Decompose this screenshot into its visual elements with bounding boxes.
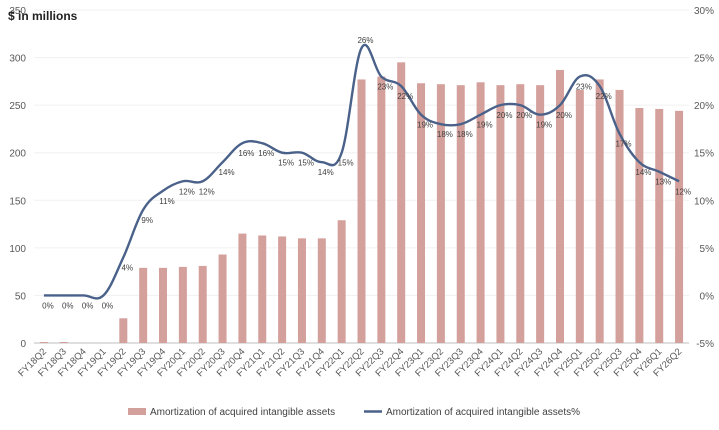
bar-FY25Q3 (615, 89, 624, 343)
line-data-label: 22% (596, 92, 612, 101)
y-axis-unit-label: $ in millions (8, 9, 78, 23)
bar-FY24Q1 (496, 85, 505, 344)
bar-FY24Q3 (536, 85, 545, 344)
line-data-label: 0% (82, 301, 94, 310)
bar-FY24Q4 (555, 69, 564, 343)
bar-FY20Q4 (238, 233, 247, 343)
line-data-label: 13% (655, 178, 671, 187)
line-data-label: 18% (457, 130, 473, 139)
bar-FY18Q3 (59, 342, 68, 343)
line-data-label: 4% (122, 263, 134, 272)
x-axis-ticks: FY18Q2FY18Q3FY18Q4FY19Q1FY19Q2FY19Q3FY19… (16, 346, 684, 379)
line-data-labels: 0% 0% 0% 0% 4% 9% 11% 12% 12% 14% 16% 16% 15% 15% 14% 1… (42, 36, 691, 310)
legend-bar-swatch (128, 408, 146, 415)
y-left-tick-label: 50 (15, 291, 27, 302)
y-left-tick-label: 250 (9, 101, 26, 112)
line-data-label: 18% (437, 130, 453, 139)
line-data-label: 16% (258, 149, 274, 158)
bar-FY23Q4 (476, 82, 485, 344)
line-data-label: 20% (516, 111, 532, 120)
bar-FY25Q1 (575, 89, 584, 343)
y-right-tick-label: 10% (694, 196, 714, 207)
line-data-label: 15% (278, 159, 294, 168)
line-data-label: 0% (42, 301, 54, 310)
bar-FY21Q3 (297, 238, 306, 343)
line-data-label: 14% (219, 168, 235, 177)
y-right-tick-label: 25% (694, 54, 714, 65)
left-axis-ticks: 0 50 100 150 200 250 300 350 (9, 6, 26, 350)
bar-FY23Q1 (417, 83, 426, 343)
bar-FY21Q4 (317, 238, 326, 343)
bar-FY24Q2 (516, 84, 525, 343)
bar-FY20Q1 (178, 266, 187, 343)
bar-FY18Q2 (39, 342, 48, 343)
line-data-label: 19% (417, 121, 433, 130)
bar-FY22Q1 (337, 220, 346, 343)
y-left-tick-label: 0 (20, 339, 26, 350)
line-data-label: 14% (635, 168, 651, 177)
bar-FY22Q3 (377, 76, 386, 343)
y-left-tick-label: 350 (9, 6, 26, 17)
right-axis-ticks: -5% 0% 5% 10% 15% 20% 25% 30% (694, 6, 714, 350)
bar-FY26Q2 (675, 110, 684, 343)
bar-FY22Q2 (357, 79, 366, 343)
line-data-label: 17% (616, 140, 632, 149)
line-data-label: 19% (536, 121, 552, 130)
bar-FY25Q4 (635, 107, 644, 343)
line-data-label: 15% (298, 159, 314, 168)
bar-FY19Q4 (159, 267, 168, 343)
line-data-label: 23% (377, 83, 393, 92)
line-data-label: 12% (675, 187, 691, 196)
bar-series (39, 62, 684, 344)
line-data-label: 0% (102, 301, 114, 310)
y-right-tick-label: 0% (700, 291, 715, 302)
line-data-label: 20% (556, 111, 572, 120)
line-data-label: 14% (318, 168, 334, 177)
line-data-label: 16% (238, 149, 254, 158)
legend-line-label: Amortization of acquired intangible asse… (386, 407, 580, 418)
bar-FY21Q1 (258, 235, 267, 343)
y-right-tick-label: 30% (694, 6, 714, 17)
line-series (43, 43, 680, 300)
legend: Amortization of acquired intangible asse… (128, 407, 580, 418)
legend-bar-label: Amortization of acquired intangible asse… (150, 407, 335, 418)
line-data-label: 12% (179, 187, 195, 196)
line-data-label: 19% (477, 121, 493, 130)
y-right-tick-label: 5% (700, 244, 715, 255)
y-left-tick-label: 300 (9, 54, 26, 65)
y-left-tick-label: 150 (9, 196, 26, 207)
line-data-label: 26% (357, 36, 373, 45)
bar-FY23Q2 (436, 84, 445, 343)
y-right-tick-label: -5% (696, 339, 714, 350)
bar-FY20Q2 (198, 265, 207, 343)
bar-FY22Q4 (397, 62, 406, 343)
bar-FY20Q3 (218, 254, 227, 343)
y-right-tick-label: 15% (694, 149, 714, 160)
bar-FY19Q3 (139, 267, 148, 343)
line-data-label: 20% (496, 111, 512, 120)
line-data-label: 22% (397, 92, 413, 101)
line-data-label: 23% (576, 83, 592, 92)
y-left-tick-label: 200 (9, 149, 26, 160)
line-data-label: 12% (199, 187, 215, 196)
y-right-tick-label: 20% (694, 101, 714, 112)
y-left-tick-label: 100 (9, 244, 26, 255)
bar-FY19Q2 (119, 318, 128, 343)
line-series-path (43, 43, 680, 300)
line-data-label: 0% (62, 301, 74, 310)
bar-FY26Q1 (655, 108, 664, 343)
line-data-label: 9% (141, 216, 153, 225)
bar-FY21Q2 (278, 236, 287, 343)
bar-FY25Q2 (595, 79, 604, 343)
line-data-label: 15% (338, 159, 354, 168)
line-data-label: 11% (159, 197, 174, 206)
bar-FY23Q3 (456, 85, 465, 344)
